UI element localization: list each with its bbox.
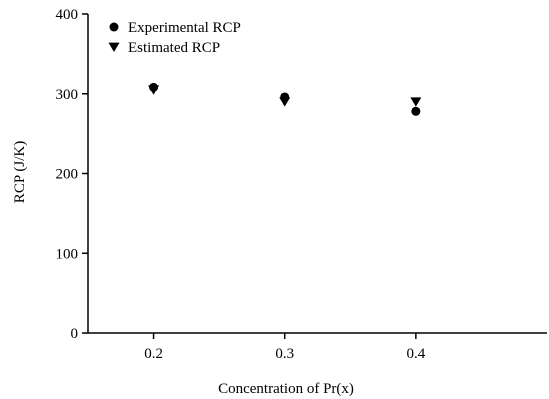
x-tick-label: 0.4: [406, 346, 425, 362]
y-tick-label: 400: [56, 7, 79, 23]
legend-label: Estimated RCP: [128, 40, 220, 56]
y-tick-label: 200: [56, 167, 79, 183]
axes: 0 100 200 300 400 0.2 0.3 0.4: [56, 7, 547, 362]
y-tick-label: 300: [56, 87, 79, 103]
experimental-point: [411, 106, 421, 116]
legend-label: Experimental RCP: [128, 20, 241, 36]
x-tick-label: 0.3: [275, 346, 294, 362]
plot-area: [148, 82, 422, 116]
estimated-point: [148, 85, 160, 95]
legend-triangle-marker: [108, 42, 120, 52]
y-axis-label: RCP (J/K): [12, 141, 28, 203]
x-tick-label: 0.2: [144, 346, 163, 362]
estimated-point: [410, 97, 422, 107]
estimated-point: [279, 97, 291, 107]
legend: Experimental RCP Estimated RCP: [108, 20, 241, 56]
x-axis-label: Concentration of Pr(x): [218, 381, 354, 397]
y-tick-label: 0: [71, 326, 79, 342]
legend-circle-marker: [109, 22, 119, 32]
y-tick-label: 100: [56, 246, 79, 262]
